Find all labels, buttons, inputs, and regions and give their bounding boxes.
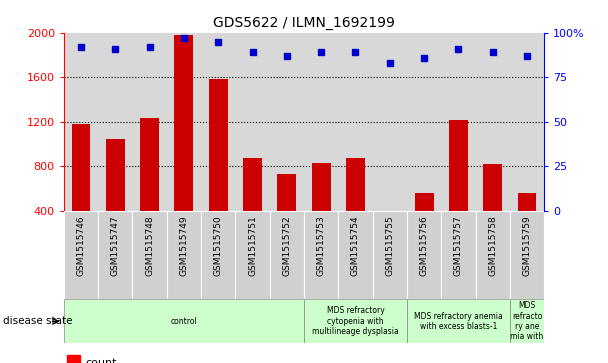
Bar (64, 33, 98, 211)
Text: GSM1515749: GSM1515749 (179, 215, 188, 276)
Bar (312, 163, 331, 211)
Bar (407, 33, 441, 211)
Bar (304, 211, 338, 299)
Bar (201, 211, 235, 299)
Text: GSM1515747: GSM1515747 (111, 215, 120, 276)
Text: GSM1515752: GSM1515752 (282, 215, 291, 276)
Text: GSM1515754: GSM1515754 (351, 215, 360, 276)
Text: GSM1515750: GSM1515750 (214, 215, 223, 276)
Bar (98, 33, 133, 211)
Bar (201, 33, 235, 211)
Bar (517, 193, 536, 211)
Text: control: control (171, 317, 197, 326)
Bar (475, 33, 510, 211)
Bar (407, 299, 510, 343)
Bar (133, 211, 167, 299)
Bar (209, 79, 227, 211)
Bar (415, 193, 434, 211)
Bar (167, 33, 201, 211)
Text: GSM1515758: GSM1515758 (488, 215, 497, 276)
Bar (510, 211, 544, 299)
Bar (64, 299, 304, 343)
Text: GSM1515757: GSM1515757 (454, 215, 463, 276)
Bar (510, 33, 544, 211)
Bar (338, 211, 373, 299)
Bar (235, 211, 270, 299)
Bar (373, 211, 407, 299)
Bar (72, 124, 91, 211)
Bar (483, 164, 502, 211)
Text: GSM1515753: GSM1515753 (317, 215, 326, 276)
Text: count: count (86, 358, 117, 363)
Bar (174, 35, 193, 211)
Text: GSM1515751: GSM1515751 (248, 215, 257, 276)
Bar (235, 33, 270, 211)
Bar (133, 33, 167, 211)
Bar (407, 211, 441, 299)
Bar (243, 158, 262, 211)
Bar (270, 211, 304, 299)
Text: MDS refractory anemia
with excess blasts-1: MDS refractory anemia with excess blasts… (414, 311, 503, 331)
Bar (441, 33, 475, 211)
Bar (270, 33, 304, 211)
Text: MDS
refracto
ry ane
mia with: MDS refracto ry ane mia with (510, 301, 544, 341)
Bar (67, 355, 80, 363)
Bar (441, 211, 475, 299)
Text: GSM1515759: GSM1515759 (522, 215, 531, 276)
Bar (346, 158, 365, 211)
Bar (106, 139, 125, 211)
Text: GSM1515746: GSM1515746 (77, 215, 86, 276)
Text: GSM1515748: GSM1515748 (145, 215, 154, 276)
Bar (510, 299, 544, 343)
Text: MDS refractory
cytopenia with
multilineage dysplasia: MDS refractory cytopenia with multilinea… (312, 306, 399, 336)
Bar (140, 118, 159, 211)
Bar (98, 211, 133, 299)
Bar (304, 33, 338, 211)
Bar (381, 211, 399, 212)
Text: GSM1515755: GSM1515755 (385, 215, 394, 276)
Bar (373, 33, 407, 211)
Title: GDS5622 / ILMN_1692199: GDS5622 / ILMN_1692199 (213, 16, 395, 30)
Bar (449, 121, 468, 211)
Bar (277, 174, 296, 211)
Bar (167, 211, 201, 299)
Bar (475, 211, 510, 299)
Bar (64, 211, 98, 299)
Text: disease state: disease state (3, 316, 72, 326)
Bar (304, 299, 407, 343)
Bar (338, 33, 373, 211)
Text: GSM1515756: GSM1515756 (420, 215, 429, 276)
